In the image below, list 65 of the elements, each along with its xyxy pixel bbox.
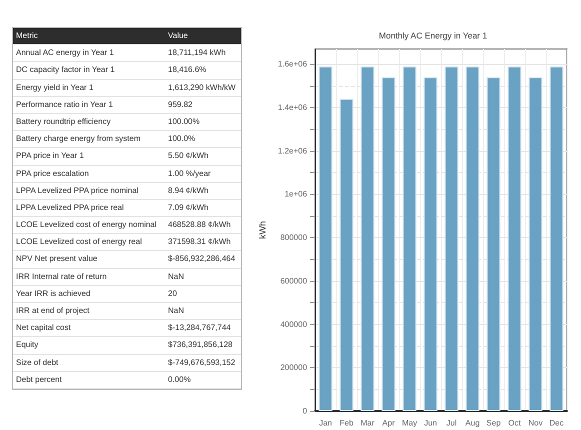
x-tick-label: Dec [549,418,564,428]
text: IRR at end of project [15,305,90,317]
text: Equity [15,339,40,352]
text: NaN [167,270,186,283]
text: Size of debt [15,356,60,369]
text: LPPA Levelized PPA price nominal [15,184,140,197]
text: 100.00% [167,116,201,128]
text: 18,416.6% [167,64,208,76]
text: 468528.88 ¢/kWh [167,219,232,232]
text: 1,613,290 kWh/kW [167,82,237,94]
x-tick-label: Feb [340,418,354,428]
text: PPA price escalation [15,168,90,180]
text: $736,391,856,128 [167,339,234,352]
text: LPPA Levelized PPA price real [15,202,125,214]
text: Value [167,30,189,42]
y-tick-label: 200000 [280,363,308,372]
x-tick-label: Jun [424,418,437,428]
y-tick-label: 800000 [280,233,308,242]
text: NaN [167,305,186,317]
text: 7.09 ¢/kWh [167,202,210,214]
y-tick-label: 1.2e+06 [278,146,308,156]
text: PPA price in Year 1 [15,150,85,162]
text: LCOE Levelized cost of energy nominal [15,219,158,232]
text: 0.00% [167,374,192,386]
text: 18,711,194 kWh [167,47,227,60]
text: 371598.31 ¢/kWh [167,236,232,248]
y-axis-title: kWh [258,221,268,239]
x-tick-label: May [402,418,418,428]
text: LCOE Levelized cost of energy real [15,236,143,248]
text: $-749,676,593,152 [167,356,236,369]
y-tick-label: 600000 [280,276,308,286]
y-tick-label: 1e+06 [284,190,308,199]
text: $-13,284,767,744 [167,322,232,334]
text: IRR Internal rate of return [15,270,108,283]
text: NPV Net present value [15,253,98,266]
x-tick-label: Jul [446,418,457,428]
y-tick-label: 400000 [280,320,308,329]
text: Battery charge energy from system [15,133,142,146]
x-tick-label: Mar [360,418,375,428]
text: Energy yield in Year 1 [15,82,94,94]
text: Year IRR is achieved [15,288,92,300]
x-tick-label: Aug [465,418,480,428]
text: Battery roundtrip efficiency [15,116,112,128]
text: Performance ratio in Year 1 [15,98,114,111]
text: DC capacity factor in Year 1 [15,64,116,76]
text: 1.00 %/year [167,168,212,180]
x-tick-label: Nov [528,418,543,428]
y-tick-label: 1.4e+06 [278,103,308,112]
text: 100.0% [167,133,196,146]
text: Debt percent [15,374,63,386]
text: 959.82 [167,98,194,111]
x-tick-label: Oct [508,418,522,428]
text: $-856,932,286,464 [167,253,236,266]
text: Metric [15,30,39,42]
y-tick-label: 0 [302,406,308,416]
text: Net capital cost [15,322,72,334]
x-tick-label: Sep [486,418,502,428]
text: 8.94 ¢/kWh [167,184,210,197]
text: 5.50 ¢/kWh [167,150,210,162]
text: Annual AC energy in Year 1 [15,47,115,60]
y-tick-label: 1.6e+06 [278,60,308,69]
chart-title: Monthly AC Energy in Year 1 [378,30,488,40]
text: 20 [167,288,178,300]
x-tick-label: Apr [382,418,396,428]
x-tick-label: Jan [319,418,332,428]
